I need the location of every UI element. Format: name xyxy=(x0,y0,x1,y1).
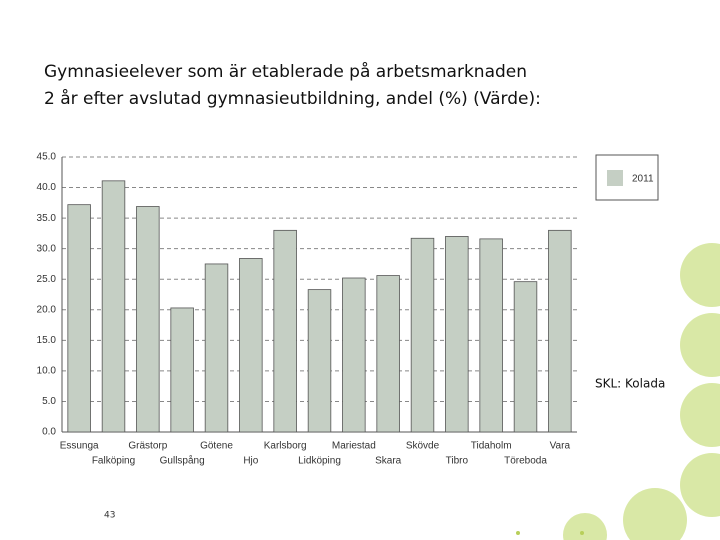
y-tick-label: 10.0 xyxy=(37,366,57,377)
x-tick-label: Gullspång xyxy=(160,455,205,467)
y-tick-label: 35.0 xyxy=(37,213,57,224)
bar xyxy=(136,206,160,433)
x-tick-label: Lidköping xyxy=(298,456,341,467)
bar xyxy=(548,229,572,433)
x-tick-label: Grästorp xyxy=(128,441,167,452)
y-tick-label: 5.0 xyxy=(42,396,56,407)
bar xyxy=(204,263,229,433)
bar xyxy=(273,229,297,433)
y-tick-label: 0.0 xyxy=(42,427,56,438)
decoration xyxy=(516,243,720,540)
x-tick-label: Mariestad xyxy=(332,441,376,452)
y-tick-label: 45.0 xyxy=(37,152,57,163)
y-tick-label: 30.0 xyxy=(37,243,57,254)
x-tick-label: Karlsborg xyxy=(264,441,307,452)
legend-box xyxy=(595,154,659,201)
title-line: Gymnasieelever som är etablerade på arbe… xyxy=(44,61,527,82)
title-line: 2 år efter avslutad gymnasieutbildning, … xyxy=(44,88,541,109)
bar xyxy=(170,307,194,433)
x-tick-label: Tidaholm xyxy=(471,441,512,452)
y-tick-label: 25.0 xyxy=(37,274,57,285)
legend-swatch xyxy=(607,170,623,186)
x-tick-label: Essunga xyxy=(60,441,99,452)
page-number: 43 xyxy=(104,511,115,521)
x-tick-label: Skara xyxy=(375,456,402,467)
source: SKL: Kolada xyxy=(595,377,665,391)
legend-label: 2011 xyxy=(632,174,654,185)
x-tick-label: Vara xyxy=(550,441,571,452)
y-tick-label: 20.0 xyxy=(37,304,57,315)
y-tick-label: 40.0 xyxy=(37,182,57,193)
bar xyxy=(376,275,400,433)
bar xyxy=(307,289,332,433)
bar xyxy=(101,180,126,433)
bar xyxy=(410,237,435,433)
x-tick-label: Falköping xyxy=(92,456,135,467)
bar xyxy=(67,204,91,433)
x-tick-label: Hjo xyxy=(243,456,258,467)
bar xyxy=(513,281,538,433)
x-tick-label: Töreboda xyxy=(504,456,547,467)
x-tick-label: Götene xyxy=(200,441,233,452)
y-tick-label: 15.0 xyxy=(37,335,57,346)
bar xyxy=(479,238,503,433)
bar xyxy=(445,236,469,433)
bar xyxy=(342,277,366,433)
x-tick-label: Tibro xyxy=(446,456,469,467)
bar xyxy=(239,258,263,433)
x-tick-label: Skövde xyxy=(406,441,440,452)
